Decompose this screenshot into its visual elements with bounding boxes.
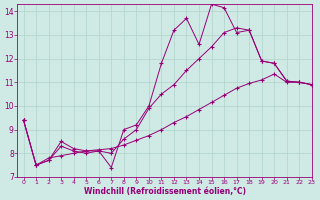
X-axis label: Windchill (Refroidissement éolien,°C): Windchill (Refroidissement éolien,°C): [84, 187, 245, 196]
